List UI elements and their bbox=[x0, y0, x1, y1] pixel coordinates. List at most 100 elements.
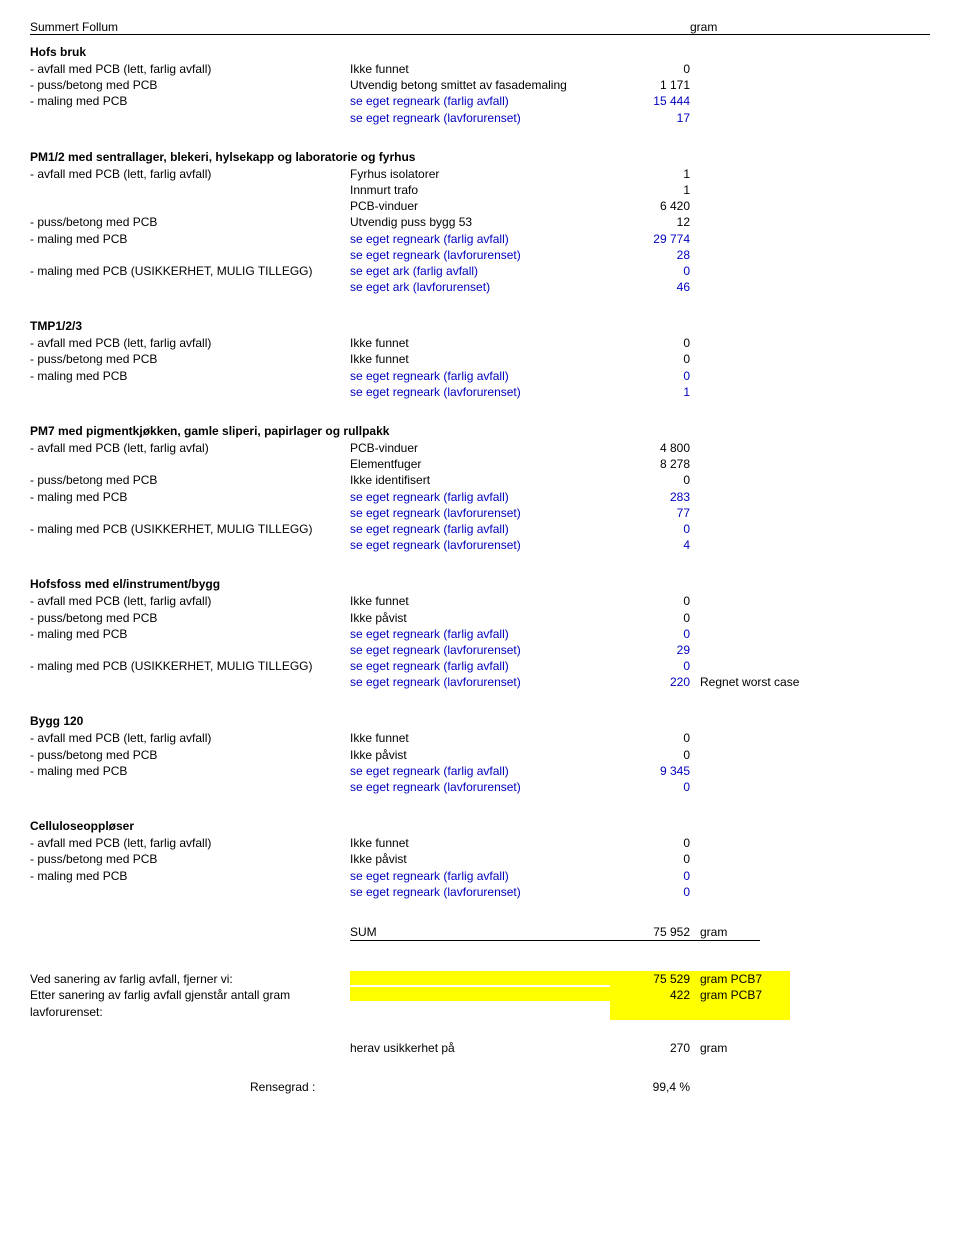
data-row: - avfall med PCB (lett, farlig avfall)Fy… bbox=[30, 166, 930, 182]
row-label: - avfall med PCB (lett, farlig avfall) bbox=[30, 593, 350, 609]
row-value: 0 bbox=[610, 868, 700, 884]
row-label bbox=[30, 674, 350, 690]
row-label: - puss/betong med PCB bbox=[30, 747, 350, 763]
row-desc: Ikke funnet bbox=[350, 335, 610, 351]
data-row: se eget regneark (lavforurenset)220Regne… bbox=[30, 674, 930, 690]
header-left: Summert Follum bbox=[30, 20, 450, 34]
data-row: PCB-vinduer6 420 bbox=[30, 198, 930, 214]
row-desc: se eget regneark (lavforurenset) bbox=[350, 505, 610, 521]
row-label: - puss/betong med PCB bbox=[30, 851, 350, 867]
row-desc: Ikke påvist bbox=[350, 851, 610, 867]
row-note bbox=[700, 593, 930, 609]
uncert-val: 270 bbox=[610, 1040, 700, 1056]
row-value: 0 bbox=[610, 658, 700, 674]
row-desc: se eget regneark (farlig avfall) bbox=[350, 231, 610, 247]
row-value: 0 bbox=[610, 351, 700, 367]
row-note bbox=[700, 642, 930, 658]
row-value: 0 bbox=[610, 335, 700, 351]
row-desc: Elementfuger bbox=[350, 456, 610, 472]
row-note bbox=[700, 658, 930, 674]
row-note bbox=[700, 779, 930, 795]
row-desc: se eget regneark (lavforurenset) bbox=[350, 537, 610, 553]
row-desc: se eget regneark (farlig avfall) bbox=[350, 626, 610, 642]
highlight-box-2 bbox=[350, 987, 610, 1001]
row-desc: Ikke funnet bbox=[350, 730, 610, 746]
row-value: 8 278 bbox=[610, 456, 700, 472]
footer-line2-label: Etter sanering av farlig avfall gjenstår… bbox=[30, 987, 350, 1019]
row-label bbox=[30, 279, 350, 295]
row-label: - puss/betong med PCB bbox=[30, 351, 350, 367]
row-value: 28 bbox=[610, 247, 700, 263]
row-value: 77 bbox=[610, 505, 700, 521]
row-note bbox=[700, 231, 930, 247]
row-desc: Utvendig betong smittet av fasademaling bbox=[350, 77, 610, 93]
row-desc: Ikke funnet bbox=[350, 61, 610, 77]
row-value: 17 bbox=[610, 110, 700, 126]
row-desc: se eget regneark (lavforurenset) bbox=[350, 779, 610, 795]
sum-value: 75 952 bbox=[610, 924, 700, 941]
row-desc: se eget regneark (lavforurenset) bbox=[350, 642, 610, 658]
row-label: - maling med PCB bbox=[30, 93, 350, 109]
data-row: - maling med PCBse eget regneark (farlig… bbox=[30, 368, 930, 384]
data-row: se eget regneark (lavforurenset)0 bbox=[30, 884, 930, 900]
row-value: 0 bbox=[610, 521, 700, 537]
row-note bbox=[700, 335, 930, 351]
row-value: 0 bbox=[610, 472, 700, 488]
row-label bbox=[30, 884, 350, 900]
sum-row: SUM 75 952 gram bbox=[30, 924, 930, 941]
data-row: - puss/betong med PCBIkke påvist0 bbox=[30, 851, 930, 867]
row-desc: Ikke påvist bbox=[350, 747, 610, 763]
row-note bbox=[700, 279, 930, 295]
footer-line1-unit: gram PCB7 bbox=[700, 971, 790, 987]
section: TMP1/2/3- avfall med PCB (lett, farlig a… bbox=[30, 319, 930, 400]
data-row: - maling med PCBse eget regneark (farlig… bbox=[30, 93, 930, 109]
row-desc: Fyrhus isolatorer bbox=[350, 166, 610, 182]
row-label: - avfall med PCB (lett, farlig avfall) bbox=[30, 335, 350, 351]
row-note bbox=[700, 489, 930, 505]
row-label: - maling med PCB bbox=[30, 763, 350, 779]
row-label: - puss/betong med PCB bbox=[30, 214, 350, 230]
row-value: 4 800 bbox=[610, 440, 700, 456]
row-note bbox=[700, 384, 930, 400]
row-value: 9 345 bbox=[610, 763, 700, 779]
row-value: 29 774 bbox=[610, 231, 700, 247]
row-value: 0 bbox=[610, 747, 700, 763]
section-title: Hofsfoss med el/instrument/bygg bbox=[30, 577, 930, 591]
data-row: se eget regneark (lavforurenset)0 bbox=[30, 779, 930, 795]
data-row: se eget regneark (lavforurenset)29 bbox=[30, 642, 930, 658]
row-label bbox=[30, 779, 350, 795]
row-desc: Ikke påvist bbox=[350, 610, 610, 626]
row-value: 0 bbox=[610, 851, 700, 867]
row-value: 1 bbox=[610, 166, 700, 182]
row-label: - avfall med PCB (lett, farlig avfall) bbox=[30, 61, 350, 77]
row-label: - maling med PCB bbox=[30, 231, 350, 247]
row-note bbox=[700, 77, 930, 93]
row-label: - maling med PCB (USIKKERHET, MULIG TILL… bbox=[30, 658, 350, 674]
row-note bbox=[700, 247, 930, 263]
row-label: - avfall med PCB (lett, farlig avfal) bbox=[30, 440, 350, 456]
row-note bbox=[700, 730, 930, 746]
row-value: 29 bbox=[610, 642, 700, 658]
row-desc: se eget ark (farlig avfall) bbox=[350, 263, 610, 279]
row-value: 4 bbox=[610, 537, 700, 553]
row-value: 0 bbox=[610, 61, 700, 77]
data-row: - puss/betong med PCBIkke identifisert0 bbox=[30, 472, 930, 488]
row-label bbox=[30, 198, 350, 214]
row-label bbox=[30, 537, 350, 553]
row-value: 283 bbox=[610, 489, 700, 505]
data-row: - puss/betong med PCBIkke påvist0 bbox=[30, 610, 930, 626]
data-row: se eget regneark (lavforurenset)28 bbox=[30, 247, 930, 263]
row-label bbox=[30, 505, 350, 521]
row-desc: Ikke funnet bbox=[350, 593, 610, 609]
row-note bbox=[700, 263, 930, 279]
data-row: - maling med PCB (USIKKERHET, MULIG TILL… bbox=[30, 658, 930, 674]
section: Bygg 120- avfall med PCB (lett, farlig a… bbox=[30, 714, 930, 795]
row-desc: se eget regneark (farlig avfall) bbox=[350, 93, 610, 109]
row-label: - maling med PCB bbox=[30, 489, 350, 505]
row-value: 220 bbox=[610, 674, 700, 690]
rense-val: 99,4 % bbox=[610, 1080, 700, 1094]
footer-uncert: herav usikkerhet på 270 gram bbox=[30, 1040, 930, 1056]
row-value: 1 171 bbox=[610, 77, 700, 93]
row-desc: PCB-vinduer bbox=[350, 440, 610, 456]
data-row: Elementfuger8 278 bbox=[30, 456, 930, 472]
